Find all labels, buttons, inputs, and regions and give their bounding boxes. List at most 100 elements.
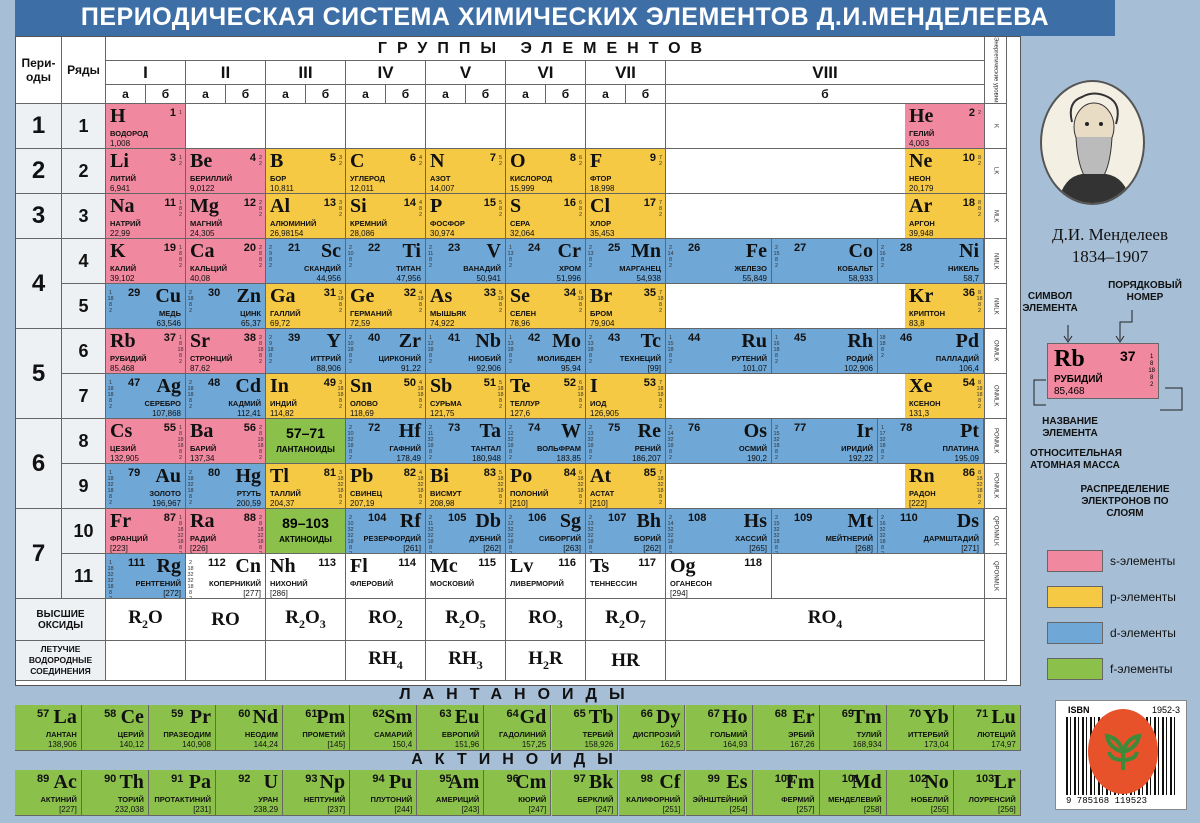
element-Nd[interactable]: Nd 60 НЕОДИМ 144,24 [216, 705, 284, 751]
element-Ru[interactable]: Ru 44 РУТЕНИЙ 101,07 1 15 18 8 2 [666, 329, 772, 374]
element-Se[interactable]: Se 34 СЕЛЕН 78,96 6 18 8 2 [506, 284, 586, 329]
element-F[interactable]: F 9 ФТОР 18,998 7 2 [586, 149, 666, 194]
element-Cd[interactable]: Cd 48 КАДМИЙ 112,41 2 18 18 8 2 [186, 374, 266, 419]
element-Mc[interactable]: Mc 115 МОСКОВИЙ [426, 554, 506, 599]
element-Sr[interactable]: Sr 38 СТРОНЦИЙ 87,62 2 8 18 8 2 [186, 329, 266, 374]
element-Pd[interactable]: Pd 46 ПАЛЛАДИЙ 106,4 18 18 8 2 [878, 329, 984, 374]
element-Sg[interactable]: Sg 106 СИБОРГИЙ [263] 2 12 32 32 18 8 2 [506, 509, 586, 554]
element-Os[interactable]: Os 76 ОСМИЙ 190,2 2 14 32 18 8 2 [666, 419, 772, 464]
element-Pa[interactable]: Pa 91 ПРОТАКТИНИЙ [231] [149, 770, 216, 816]
element-Ni[interactable]: Ni 28 НИКЕЛЬ 58,7 2 16 8 2 [878, 239, 984, 284]
element-Pr[interactable]: Pr 59 ПРАЗЕОДИМ 140,908 [149, 705, 216, 751]
element-Nh[interactable]: Nh 113 НИХОНИЙ [286] [266, 554, 346, 599]
element-As[interactable]: As 33 МЫШЬЯК 74,922 5 18 8 2 [426, 284, 506, 329]
element-Ds[interactable]: Ds 110 ДАРМШТАДИЙ [271] 2 16 32 32 18 8 2 [878, 509, 984, 554]
element-At[interactable]: At 85 АСТАТ [210] 7 18 32 18 8 2 [586, 464, 666, 509]
element-Hg[interactable]: Hg 80 РТУТЬ 200,59 2 18 32 18 8 2 [186, 464, 266, 509]
element-Cs[interactable]: Cs 55 ЦЕЗИЙ 132,905 1 8 18 18 8 2 [106, 419, 186, 464]
element-K[interactable]: K 19 КАЛИЙ 39,102 1 8 8 2 [106, 239, 186, 284]
element-Rf[interactable]: Rf 104 РЕЗЕРФОРДИЙ [261] 2 10 32 32 18 8 2 [346, 509, 426, 554]
element-Ce[interactable]: Ce 58 ЦЕРИЙ 140,12 [82, 705, 149, 751]
element-Sn[interactable]: Sn 50 ОЛОВО 118,69 4 18 18 8 2 [346, 374, 426, 419]
element-Ca[interactable]: Ca 20 КАЛЬЦИЙ 40,08 2 8 8 2 [186, 239, 266, 284]
element-Na[interactable]: Na 11 НАТРИЙ 22,99 1 8 2 [106, 194, 186, 239]
element-Pu[interactable]: Pu 94 ПЛУТОНИЙ [244] [350, 770, 418, 816]
element-Cn[interactable]: Cn 112 КОПЕРНИКИЙ [277] 2 18 32 32 18 8 2 [186, 554, 266, 599]
element-Cr[interactable]: Cr 24 ХРОМ 51,996 1 13 8 2 [506, 239, 586, 284]
element-Zr[interactable]: Zr 40 ЦИРКОНИЙ 91,22 2 10 18 8 2 [346, 329, 426, 374]
element-Mg[interactable]: Mg 12 МАГНИЙ 24,305 2 8 2 [186, 194, 266, 239]
element-Ag[interactable]: Ag 47 СЕРЕБРО 107,868 1 18 18 8 2 [106, 374, 186, 419]
element-Pb[interactable]: Pb 82 СВИНЕЦ 207,19 4 18 32 18 8 2 [346, 464, 426, 509]
element-Tc[interactable]: Tc 43 ТЕХНЕЦИЙ [99] 2 13 18 8 2 [586, 329, 666, 374]
element-N[interactable]: N 7 АЗОТ 14,007 5 2 [426, 149, 506, 194]
element-Xe[interactable]: Xe 54 КСЕНОН 131,3 8 18 18 8 2 [905, 374, 985, 419]
element-Db[interactable]: Db 105 ДУБНИЙ [262] 2 11 32 32 18 8 2 [426, 509, 506, 554]
element-Mo[interactable]: Mo 42 МОЛИБДЕН 95,94 1 13 18 8 2 [506, 329, 586, 374]
element-Hs[interactable]: Hs 108 ХАССИЙ [265] 2 14 32 32 18 8 2 [666, 509, 772, 554]
element-Po[interactable]: Po 84 ПОЛОНИЙ [210] 6 18 32 18 8 2 [506, 464, 586, 509]
element-P[interactable]: P 15 ФОСФОР 30,974 5 8 2 [426, 194, 506, 239]
element-Ne[interactable]: Ne 10 НЕОН 20,179 8 2 [905, 149, 985, 194]
element-Ba[interactable]: Ba 56 БАРИЙ 137,34 2 8 18 18 8 2 [186, 419, 266, 464]
element-Ti[interactable]: Ti 22 ТИТАН 47,956 2 10 8 2 [346, 239, 426, 284]
element-Md[interactable]: Md 101 МЕНДЕЛЕВИЙ [258] [819, 770, 887, 816]
element-Li[interactable]: Li 3 ЛИТИЙ 6,941 1 2 [106, 149, 186, 194]
element-Og[interactable]: Og 118 ОГАНЕСОН [294] [666, 554, 772, 599]
element-Nb[interactable]: Nb 41 НИОБИЙ 92,906 1 12 18 8 2 [426, 329, 506, 374]
element-Tm[interactable]: Tm 69 ТУЛИЙ 168,934 [819, 705, 887, 751]
element-Ga[interactable]: Ga 31 ГАЛЛИЙ 69,72 3 18 8 2 [266, 284, 346, 329]
element-Bk[interactable]: Bk 97 БЕРКЛИЙ [247] [551, 770, 619, 816]
element-Cl[interactable]: Cl 17 ХЛОР 35,453 7 8 2 [586, 194, 666, 239]
element-Fm[interactable]: Fm 100 ФЕРМИЙ [257] [752, 770, 820, 816]
element-Ge[interactable]: Ge 32 ГЕРМАНИЙ 72,59 4 18 8 2 [346, 284, 426, 329]
element-Rg[interactable]: Rg 111 РЕНТГЕНИЙ [272] 1 18 32 32 18 8 2 [106, 554, 186, 599]
element-Fe[interactable]: Fe 26 ЖЕЛЕЗО 55,849 2 14 8 2 [666, 239, 772, 284]
element-C[interactable]: C 6 УГЛЕРОД 12,011 4 2 [346, 149, 426, 194]
element-V[interactable]: V 23 ВАНАДИЙ 50,941 2 11 8 2 [426, 239, 506, 284]
element-Cf[interactable]: Cf 98 КАЛИФОРНИЙ [251] [618, 770, 686, 816]
element-In[interactable]: In 49 ИНДИЙ 114,82 3 18 18 8 2 [266, 374, 346, 419]
element-Re[interactable]: Re 75 РЕНИЙ 186,207 2 13 32 18 8 2 [586, 419, 666, 464]
element-Si[interactable]: Si 14 КРЕМНИЙ 28,086 4 8 2 [346, 194, 426, 239]
element-Ir[interactable]: Ir 77 ИРИДИЙ 192,22 2 15 32 18 8 2 [772, 419, 878, 464]
element-Co[interactable]: Co 27 КОБАЛЬТ 58,933 2 15 8 2 [772, 239, 878, 284]
element-Ra[interactable]: Ra 88 РАДИЙ [226] 2 8 18 32 18 8 2 [186, 509, 266, 554]
element-Lv[interactable]: Lv 116 ЛИВЕРМОРИЙ [506, 554, 586, 599]
element-S[interactable]: S 16 СЕРА 32,064 6 8 2 [506, 194, 586, 239]
element-Bi[interactable]: Bi 83 ВИСМУТ 208,98 5 18 32 18 8 2 [426, 464, 506, 509]
element-Y[interactable]: Y 39 ИТТРИЙ 88,906 2 9 18 8 2 [266, 329, 346, 374]
element-Cu[interactable]: Cu 29 МЕДЬ 63,546 1 18 8 2 [106, 284, 186, 329]
element-Ar[interactable]: Ar 18 АРГОН 39,948 8 8 2 [905, 194, 985, 239]
element-Fr[interactable]: Fr 87 ФРАНЦИЙ [223] 1 8 18 32 18 8 2 [106, 509, 186, 554]
element-Tl[interactable]: Tl 81 ТАЛЛИЙ 204,37 3 18 32 18 8 2 [266, 464, 346, 509]
element-Np[interactable]: Np 93 НЕПТУНИЙ [237] [283, 770, 351, 816]
element-Ts[interactable]: Ts 117 ТЕННЕССИН [586, 554, 666, 599]
element-Am[interactable]: Am 95 АМЕРИЦИЙ [243] [417, 770, 485, 816]
element-He[interactable]: He 2 ГЕЛИЙ 4,003 2 [905, 104, 985, 149]
element-Hf[interactable]: Hf 72 ГАФНИЙ 178,49 2 10 32 18 8 2 [346, 419, 426, 464]
element-H[interactable]: H 1 ВОДОРОД 1,008 1 [106, 104, 186, 149]
element-Sc[interactable]: Sc 21 СКАНДИЙ 44,956 2 9 8 2 [266, 239, 346, 284]
element-O[interactable]: O 8 КИСЛОРОД 15,999 6 2 [506, 149, 586, 194]
element-Be[interactable]: Be 4 БЕРИЛЛИЙ 9,0122 2 2 [186, 149, 266, 194]
element-Th[interactable]: Th 90 ТОРИЙ 232,038 [82, 770, 149, 816]
element-Er[interactable]: Er 68 ЭРБИЙ 167,26 [752, 705, 820, 751]
element-Al[interactable]: Al 13 АЛЮМИНИЙ 26,98154 3 8 2 [266, 194, 346, 239]
element-Es[interactable]: Es 99 ЭЙНШТЕЙНИЙ [254] [685, 770, 753, 816]
element-Lu[interactable]: Lu 71 ЛЮТЕЦИЙ 174,97 [953, 705, 1021, 751]
element-No[interactable]: No 102 НОБЕЛИЙ [255] [886, 770, 954, 816]
element-Rn[interactable]: Rn 86 РАДОН [222] 8 18 32 18 8 2 [905, 464, 985, 509]
element-W[interactable]: W 74 ВОЛЬФРАМ 183,85 2 12 32 18 8 2 [506, 419, 586, 464]
element-Fl[interactable]: Fl 114 ФЛЕРОВИЙ [346, 554, 426, 599]
element-La[interactable]: La 57 ЛАНТАН 138,906 [15, 705, 82, 751]
element-Cm[interactable]: Cm 96 КЮРИЙ [247] [484, 770, 552, 816]
element-Kr[interactable]: Kr 36 КРИПТОН 83,8 8 18 8 2 [905, 284, 985, 329]
element-Dy[interactable]: Dy 66 ДИСПРОЗИЙ 162,5 [618, 705, 686, 751]
element-Ta[interactable]: Ta 73 ТАНТАЛ 180,948 2 11 32 18 8 2 [426, 419, 506, 464]
element-Ac[interactable]: Ac 89 АКТИНИЙ [227] [15, 770, 82, 816]
element-U[interactable]: U 92 УРАН 238,29 [216, 770, 284, 816]
element-Eu[interactable]: Eu 63 ЕВРОПИЙ 151,96 [417, 705, 485, 751]
element-B[interactable]: B 5 БОР 10,811 3 2 [266, 149, 346, 194]
element-I[interactable]: I 53 ИОД 126,905 7 18 18 8 2 [586, 374, 666, 419]
